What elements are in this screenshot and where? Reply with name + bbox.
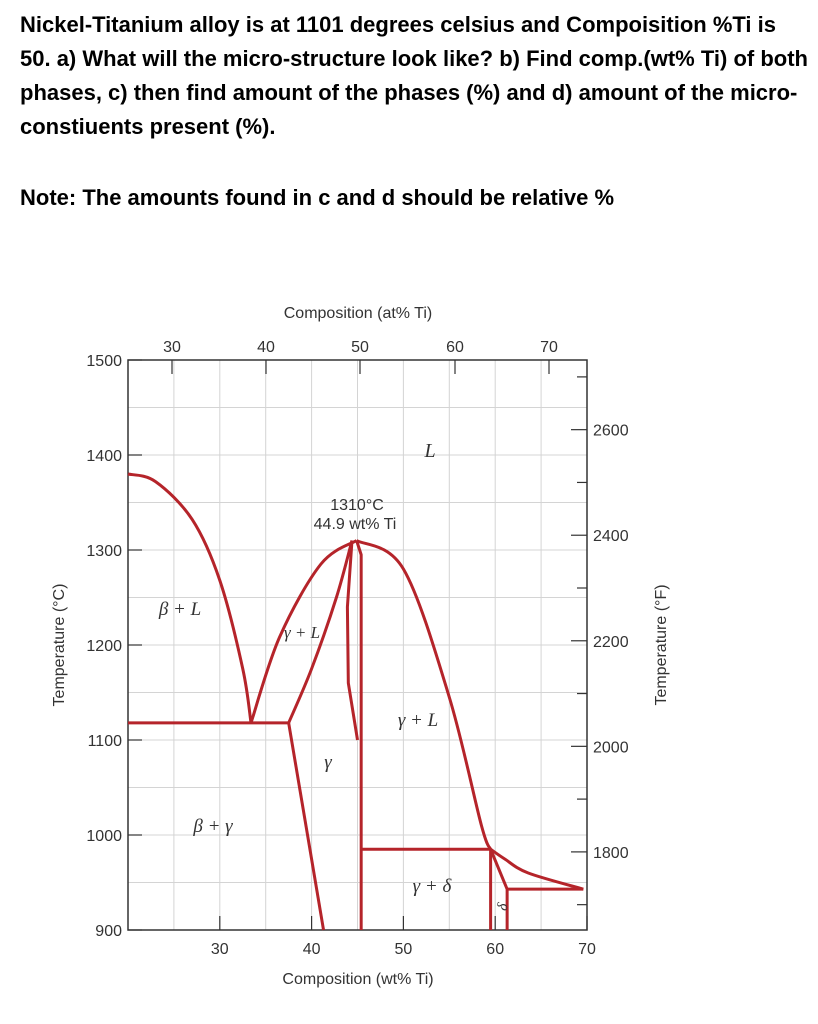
top-tick-label: 60 bbox=[446, 339, 464, 356]
left-tick-label: 1000 bbox=[86, 828, 122, 845]
bottom-tick-label: 40 bbox=[303, 941, 321, 958]
left-tick-label: 1100 bbox=[88, 733, 123, 750]
label-gamma: γ bbox=[324, 752, 332, 773]
grid bbox=[128, 360, 587, 930]
bottom-tick-label: 50 bbox=[395, 941, 413, 958]
left-tick-label: 1400 bbox=[86, 448, 122, 465]
question-text: Nickel-Titanium alloy is at 1101 degrees… bbox=[20, 12, 808, 139]
phase-boundaries bbox=[127, 472, 584, 931]
label-gamma-L-right: γ + L bbox=[398, 710, 438, 731]
boundary-gamma-right-upper bbox=[355, 540, 363, 740]
label-delta: δ bbox=[495, 901, 513, 913]
annotation-comp: 44.9 wt% Ti bbox=[314, 516, 397, 533]
boundary-delta-solidus-top bbox=[489, 848, 584, 891]
right-axis-label: Temperature (°F) bbox=[653, 584, 670, 705]
annotation-temp: 1310°C bbox=[330, 497, 384, 514]
left-tick-label: 1200 bbox=[86, 638, 122, 655]
label-gamma-delta: γ + δ bbox=[413, 876, 453, 897]
top-tick-label: 50 bbox=[351, 339, 369, 356]
bottom-axis-label: Composition (wt% Ti) bbox=[282, 971, 433, 988]
top-tick-label: 70 bbox=[540, 339, 558, 356]
top-tick-label: 30 bbox=[163, 339, 181, 356]
top-tick-label: 40 bbox=[257, 339, 275, 356]
boundary-gamma-liquidus-left bbox=[249, 539, 358, 724]
label-beta-gamma: β + γ bbox=[192, 816, 233, 837]
boundary-delta-right bbox=[489, 848, 509, 930]
bottom-tick-label: 70 bbox=[578, 941, 596, 958]
right-tick-label: 2600 bbox=[593, 423, 629, 440]
label-beta-L: β + L bbox=[158, 599, 201, 620]
right-tick-label: 2000 bbox=[593, 739, 629, 756]
bottom-tick-label: 30 bbox=[211, 941, 229, 958]
right-tick-label: 2200 bbox=[593, 634, 629, 651]
boundary-beta-gamma-boundary bbox=[287, 722, 326, 931]
left-tick-label: 900 bbox=[95, 923, 122, 940]
ticks: 30 40 50 60 70 30 40 50 60 70 900 1000 1100 1200 1300 1… bbox=[86, 339, 628, 958]
label-gamma-L-left: γ + L bbox=[284, 623, 320, 642]
top-axis-label: Composition (at% Ti) bbox=[284, 305, 433, 322]
right-tick-label: 2400 bbox=[593, 528, 629, 545]
note-text: Note: The amounts found in c and d shoul… bbox=[20, 185, 615, 210]
left-tick-label: 1500 bbox=[86, 353, 122, 370]
right-tick-label: 1800 bbox=[593, 845, 629, 862]
boundary-beta-liquidus bbox=[127, 472, 253, 724]
boundary-gamma-liquidus-right bbox=[355, 539, 493, 850]
label-liquid: L bbox=[423, 440, 435, 462]
left-tick-label: 1300 bbox=[86, 543, 122, 560]
boundary-gamma-solidus-left bbox=[287, 540, 354, 724]
bottom-tick-label: 60 bbox=[486, 941, 504, 958]
boundary-gamma-left-upper bbox=[345, 540, 359, 741]
left-axis-label: Temperature (°C) bbox=[51, 584, 68, 707]
